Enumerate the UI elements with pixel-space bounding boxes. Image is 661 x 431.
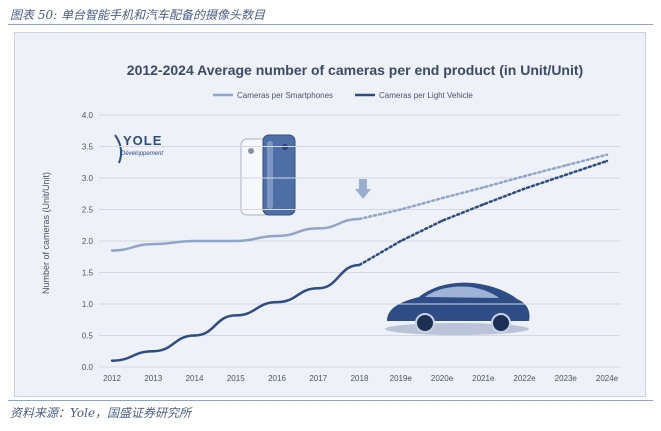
data-point-vehicle [482,203,485,206]
data-point-vehicle [275,300,279,304]
series-line-vehicle [111,263,360,362]
data-point-smartphones [193,239,196,243]
series-line-smartphones [111,217,360,252]
phone-blue-highlight [267,141,273,209]
data-point-vehicle [152,350,155,353]
data-point-smartphones [234,239,237,243]
x-tick-label: 2021e [472,374,495,383]
chart-frame: 2012-2024 Average number of cameras per … [14,32,646,397]
data-point-smartphones [152,242,155,246]
data-point-vehicle [440,219,444,223]
x-tick-label: 2024e [596,374,619,383]
series-forecast-line-vehicle [358,159,609,267]
data-point-vehicle [234,314,237,317]
data-point-vehicle [564,173,567,177]
y-tick-label: 1.5 [82,269,94,278]
plot-area: 0.0 0.5 1.0 1.5 2.0 2.5 3.0 3.5 4.0 2012 2013 2014 2… [82,111,620,383]
data-point-smartphones [605,153,609,156]
car-wheel-front [415,313,435,333]
x-tick-label: 2020e [431,374,454,383]
arrow-down-icon [355,179,371,199]
chart-svg: 2012-2024 Average number of cameras per … [41,62,620,383]
y-tick-label: 0.5 [82,332,94,341]
data-point-smartphones [482,186,485,189]
legend: Cameras per Smartphones Cameras per Ligh… [213,91,473,100]
x-tick-label: 2015 [227,374,245,383]
x-tick-label: 2018 [351,374,369,383]
x-tick-label: 2019e [390,374,413,383]
yole-logo-subtitle: Développement [121,151,163,157]
chart-title: 2012-2024 Average number of cameras per … [127,62,583,78]
yole-logo-mark [114,134,123,164]
data-point-smartphones [399,208,402,211]
yole-logo-name: YOLE [123,133,162,148]
data-point-vehicle [193,334,196,337]
source-note: 资料来源：Yole，国盛证券研究所 [10,406,192,420]
car-image [385,282,530,335]
car-window [425,286,499,298]
phone-white-camera [248,148,254,154]
x-tick-label: 2016 [268,374,286,383]
figure-caption: 图表 50: 单台智能手机和汽车配备的摄像头数目 [10,8,265,22]
legend-label-smartphones: Cameras per Smartphones [237,91,333,100]
legend-label-vehicle: Cameras per Light Vehicle [379,91,473,100]
data-point-smartphones [275,234,279,238]
y-axis-label: Number of cameras (Unit/Unit) [41,172,51,294]
y-tick-label: 0.0 [82,363,94,372]
y-tick-label: 3.0 [82,174,94,183]
y-tick-label: 2.0 [82,237,94,246]
top-rule [8,24,653,25]
data-point-vehicle [605,159,609,163]
y-tick-label: 3.5 [82,143,94,152]
data-point-vehicle [358,263,361,267]
data-point-smartphones [523,174,526,178]
x-tick-label: 2017 [309,374,327,383]
x-tick-label: 2012 [103,374,121,383]
data-point-smartphones [317,227,320,230]
data-point-vehicle [110,359,114,362]
car-wheel-rear [491,313,511,333]
x-tick-label: 2022e [513,374,536,383]
y-tick-label: 1.0 [82,300,94,309]
data-point-vehicle [399,239,402,243]
data-point-smartphones [110,249,114,252]
y-tick-label: 4.0 [82,111,94,120]
x-tick-label: 2014 [186,374,204,383]
smartphones-image [240,134,296,216]
car-body [387,282,530,321]
bottom-rule [8,400,653,401]
data-point-vehicle [317,287,320,290]
data-point-smartphones [564,164,567,167]
x-tick-label: 2013 [144,374,162,383]
data-point-smartphones [358,217,361,221]
y-tick-label: 2.5 [82,206,94,215]
x-tick-label: 2023e [555,374,578,383]
yole-logo: YOLE Développement [114,133,163,164]
data-point-vehicle [523,187,526,190]
data-point-smartphones [440,196,444,200]
